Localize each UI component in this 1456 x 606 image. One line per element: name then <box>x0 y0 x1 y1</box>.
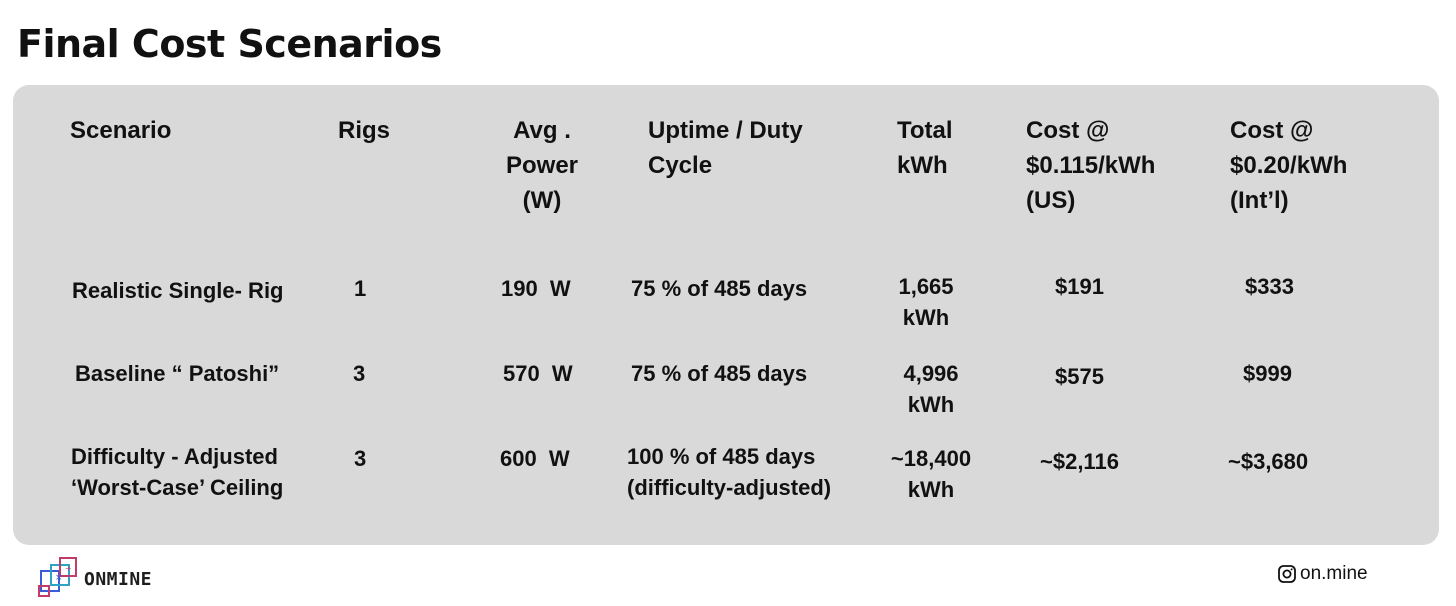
header-uptime: Uptime / Duty Cycle <box>648 117 803 179</box>
row3-uptime: 100 % of 485 days (difficulty-adjusted) <box>627 444 832 500</box>
row1-uptime: 75 % of 485 days <box>631 276 808 301</box>
row2-kwh: 4,996 kWh <box>903 361 959 417</box>
header-scenario: Scenario <box>70 117 172 144</box>
row3-scenario: Difficulty - Adjusted ‘Worst-Case’ Ceili… <box>71 444 284 500</box>
social-handle[interactable]: on.mine <box>1277 562 1368 586</box>
row1-kwh: 1,665 kWh <box>898 274 954 330</box>
onmine-logo-icon: × + <box>38 557 77 597</box>
row1-cost-intl: $333 <box>1245 274 1294 299</box>
row2-power: 570 W <box>503 361 573 386</box>
handle-text: on.mine <box>1300 563 1368 584</box>
instagram-icon <box>1278 565 1296 583</box>
row1-power: 190 W <box>501 276 571 301</box>
row3-power: 600 W <box>500 446 570 471</box>
row2-scenario: Baseline “ Patoshi” <box>75 361 280 386</box>
svg-text:×: × <box>55 573 63 583</box>
header-rigs: Rigs <box>338 117 391 144</box>
row2-cost-us: $575 <box>1055 364 1104 389</box>
row1-cost-us: $191 <box>1055 274 1104 299</box>
header-cost-us: Cost @ $0.115/kWh (US) <box>1026 117 1156 214</box>
row3-kwh: ~18,400 kWh <box>890 446 972 502</box>
cost-table-panel <box>13 85 1439 545</box>
page-title: Final Cost Scenarios <box>17 22 442 66</box>
header-avg-power: Avg . Power (W) <box>505 117 579 214</box>
row1-scenario: Realistic Single- Rig <box>72 278 284 303</box>
row2-cost-intl: $999 <box>1243 361 1292 386</box>
row3-cost-us: ~$2,116 <box>1040 449 1119 474</box>
row2-uptime: 75 % of 485 days <box>631 361 808 386</box>
row3-rigs: 3 <box>354 446 367 471</box>
row2-rigs: 3 <box>353 361 366 386</box>
row1-rigs: 1 <box>354 276 367 301</box>
header-total-kwh: Total kWh <box>897 117 953 179</box>
svg-text:+: + <box>65 564 72 573</box>
brand-name: ONMINE <box>84 569 153 590</box>
row3-cost-intl: ~$3,680 <box>1228 449 1309 474</box>
header-cost-intl: Cost @ $0.20/kWh (Int’l) <box>1230 117 1348 214</box>
